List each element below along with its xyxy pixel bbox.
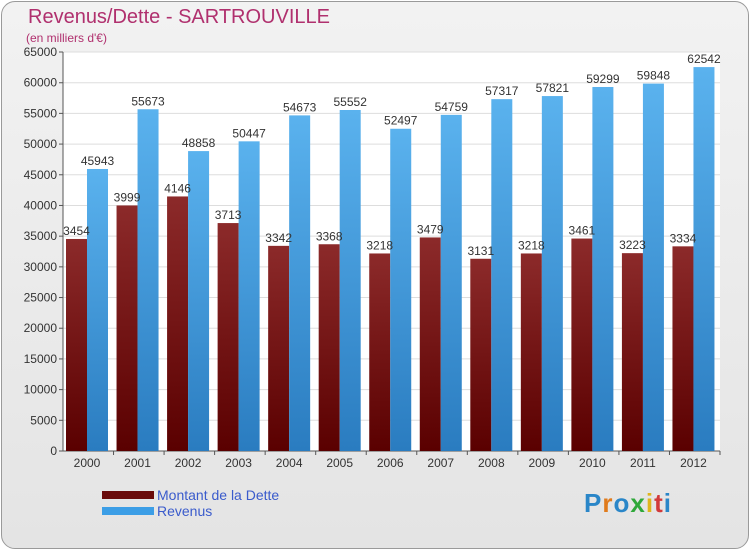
y-tick-label: 30000 [24, 260, 58, 274]
data-label-dette: 3368 [316, 229, 343, 243]
data-label-dette: 3479 [417, 222, 444, 236]
data-label-revenus: 57317 [485, 84, 519, 98]
bar-revenus-2011 [642, 83, 664, 451]
y-tick-label: 35000 [24, 229, 58, 243]
bar-dette-2011 [621, 253, 643, 451]
x-tick-label: 2007 [427, 456, 454, 470]
bar-dette-2003 [217, 223, 239, 451]
data-label-dette: 3342 [265, 231, 292, 245]
y-tick-label: 10000 [24, 383, 58, 397]
bar-dette-2009 [520, 253, 542, 451]
bar-revenus-2010 [592, 86, 614, 452]
bar-dette-2002 [167, 196, 189, 451]
bar-dette-2001 [116, 205, 138, 451]
data-label-revenus: 48858 [182, 136, 216, 150]
y-tick-label: 55000 [24, 106, 58, 120]
bar-revenus-2008 [491, 99, 513, 451]
data-label-dette: 3999 [114, 190, 141, 204]
y-tick-label: 40000 [24, 198, 58, 212]
bar-revenus-2002 [188, 151, 210, 452]
data-label-revenus: 59848 [637, 69, 671, 83]
bar-dette-2007 [419, 237, 441, 451]
data-label-revenus: 62542 [687, 52, 721, 66]
bar-dette-2008 [470, 258, 492, 451]
bar-revenus-2004 [289, 115, 311, 451]
x-tick-label: 2003 [225, 456, 252, 470]
data-label-dette: 3454 [63, 224, 90, 238]
bar-revenus-2005 [339, 109, 361, 451]
y-tick-label: 65000 [24, 45, 58, 59]
x-tick-label: 2006 [377, 456, 404, 470]
x-tick-label: 2009 [528, 456, 555, 470]
data-label-dette: 4146 [164, 181, 191, 195]
x-tick-label: 2005 [326, 456, 353, 470]
y-tick-label: 60000 [24, 76, 58, 90]
bar-dette-2012 [672, 246, 694, 451]
data-label-revenus: 55552 [334, 95, 368, 109]
bar-revenus-2007 [440, 114, 462, 451]
y-tick-label: 0 [50, 444, 57, 458]
x-tick-label: 2004 [276, 456, 303, 470]
x-tick-label: 2011 [630, 456, 656, 470]
data-label-dette: 3334 [670, 231, 697, 245]
x-tick-label: 2000 [74, 456, 101, 470]
data-label-revenus: 59299 [586, 72, 620, 86]
x-tick-label: 2002 [175, 456, 202, 470]
y-tick-label: 25000 [24, 291, 58, 305]
data-label-revenus: 57821 [536, 81, 570, 95]
data-label-revenus: 50447 [232, 126, 266, 140]
data-label-revenus: 55673 [131, 94, 165, 108]
bar-revenus-2000 [87, 168, 108, 452]
data-label-dette: 3218 [518, 238, 545, 252]
chart-subtitle: (en milliers d'€) [26, 31, 107, 45]
bar-dette-2010 [571, 238, 593, 451]
y-tick-label: 15000 [24, 352, 58, 366]
y-tick-label: 20000 [24, 321, 58, 335]
data-label-revenus: 54759 [435, 100, 469, 114]
chart-title: Revenus/Dette - SARTROUVILLE [28, 6, 330, 28]
legend-label-dette: Montant de la Dette [157, 487, 280, 503]
data-label-dette: 3713 [215, 208, 242, 222]
y-tick-label: 5000 [30, 413, 57, 427]
bar-dette-2006 [369, 253, 391, 451]
bar-revenus-2001 [137, 109, 159, 452]
data-label-dette: 3461 [569, 224, 596, 238]
x-tick-label: 2008 [478, 456, 505, 470]
y-tick-label: 50000 [24, 137, 58, 151]
x-tick-label: 2001 [124, 456, 151, 470]
legend-swatch-revenus [102, 507, 154, 515]
proxiti-logo: Proxiti [584, 488, 672, 518]
x-tick-label: 2010 [579, 456, 606, 470]
data-label-dette: 3131 [467, 244, 494, 258]
bar-revenus-2006 [390, 128, 412, 451]
legend-swatch-dette [102, 491, 154, 499]
data-label-revenus: 45943 [81, 154, 115, 168]
bar-revenus-2003 [238, 141, 260, 452]
data-label-dette: 3218 [366, 238, 393, 252]
bar-dette-2004 [268, 245, 290, 451]
bar-revenus-2012 [693, 67, 715, 451]
data-label-revenus: 54673 [283, 100, 317, 114]
data-label-revenus: 52497 [384, 114, 418, 128]
data-label-dette: 3223 [619, 238, 646, 252]
y-tick-label: 45000 [24, 168, 58, 182]
bar-dette-2005 [318, 244, 340, 451]
legend-label-revenus: Revenus [157, 503, 213, 519]
x-tick-label: 2012 [680, 456, 707, 470]
bar-dette-2000 [66, 238, 87, 451]
bar-revenus-2009 [541, 96, 563, 451]
